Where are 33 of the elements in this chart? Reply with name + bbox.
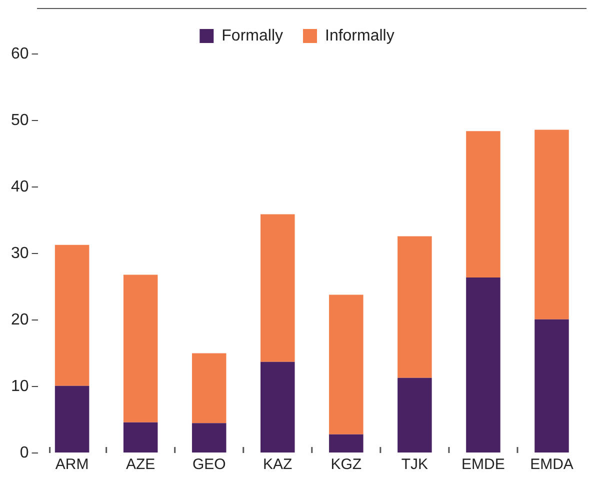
x-tick-label: AZE: [126, 456, 156, 474]
bar: [466, 131, 500, 278]
bar: [54, 386, 90, 452]
bar: [466, 277, 500, 452]
legend-label: Informally: [324, 27, 394, 44]
y-tick-label: 40: [11, 178, 29, 196]
bar: [123, 274, 158, 422]
y-tick-label: 20: [11, 311, 29, 328]
bar: [534, 319, 569, 452]
bar: [398, 236, 432, 378]
x-tick-label: KAZ: [263, 456, 292, 474]
x-tick-label: GEO: [192, 456, 226, 474]
x-tick-label: ARM: [55, 456, 89, 474]
bar: [192, 423, 226, 452]
y-tick-label: 0: [20, 444, 29, 462]
y-tick-label: 10: [11, 378, 29, 395]
bar: [54, 244, 90, 386]
bar: [329, 294, 364, 434]
y-tick-label: 30: [11, 244, 29, 262]
bar: [123, 422, 158, 452]
x-tick-label: EMDA: [530, 456, 574, 474]
y-tick-label: 50: [11, 112, 29, 129]
bar: [260, 214, 295, 362]
x-tick-label: TJK: [401, 456, 428, 474]
bar: [329, 434, 364, 452]
bar: [398, 378, 432, 452]
x-tick-label: EMDE: [462, 456, 505, 474]
bar: [260, 362, 295, 452]
x-tick-label: KGZ: [330, 456, 362, 474]
y-tick-label: 60: [11, 45, 29, 62]
bar: [192, 353, 226, 424]
legend-label: Formally: [222, 27, 283, 44]
bar: [534, 130, 569, 320]
